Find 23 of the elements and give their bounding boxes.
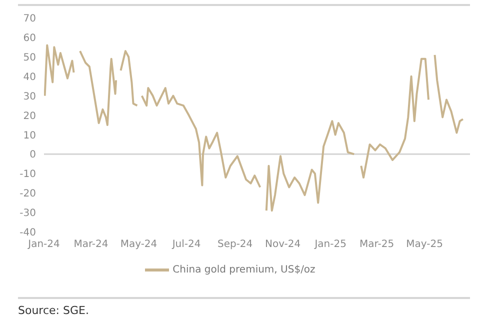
y-tick-label: 20: [23, 110, 36, 122]
legend-label: China gold premium, US$/oz: [172, 264, 316, 276]
x-tick-label: May-25: [406, 239, 444, 250]
x-tick-label: Jan-25: [314, 239, 346, 250]
source-note: Source: SGE.: [18, 304, 89, 317]
y-tick-label: 0: [30, 150, 36, 161]
x-tick-label: May-24: [120, 239, 158, 250]
y-tick-label: 10: [23, 130, 36, 142]
x-tick-label: Jul-24: [171, 239, 201, 250]
x-tick-label: Mar-25: [360, 239, 394, 250]
y-tick-label: 30: [23, 91, 36, 102]
x-tick-label: Sep-24: [217, 239, 253, 250]
y-tick-label: 50: [23, 52, 36, 64]
y-tick-label: 40: [23, 72, 36, 83]
x-tick-label: Jan-24: [27, 239, 60, 250]
y-tick-label: -20: [20, 188, 36, 200]
y-tick-label: -40: [20, 228, 36, 239]
x-tick-label: Mar-24: [74, 239, 108, 250]
y-tick-label: 60: [23, 33, 36, 44]
y-tick-label: -30: [20, 208, 36, 220]
x-tick-label: Nov-24: [265, 239, 301, 250]
y-tick-label: -10: [20, 169, 36, 180]
y-tick-label: 70: [23, 14, 36, 25]
